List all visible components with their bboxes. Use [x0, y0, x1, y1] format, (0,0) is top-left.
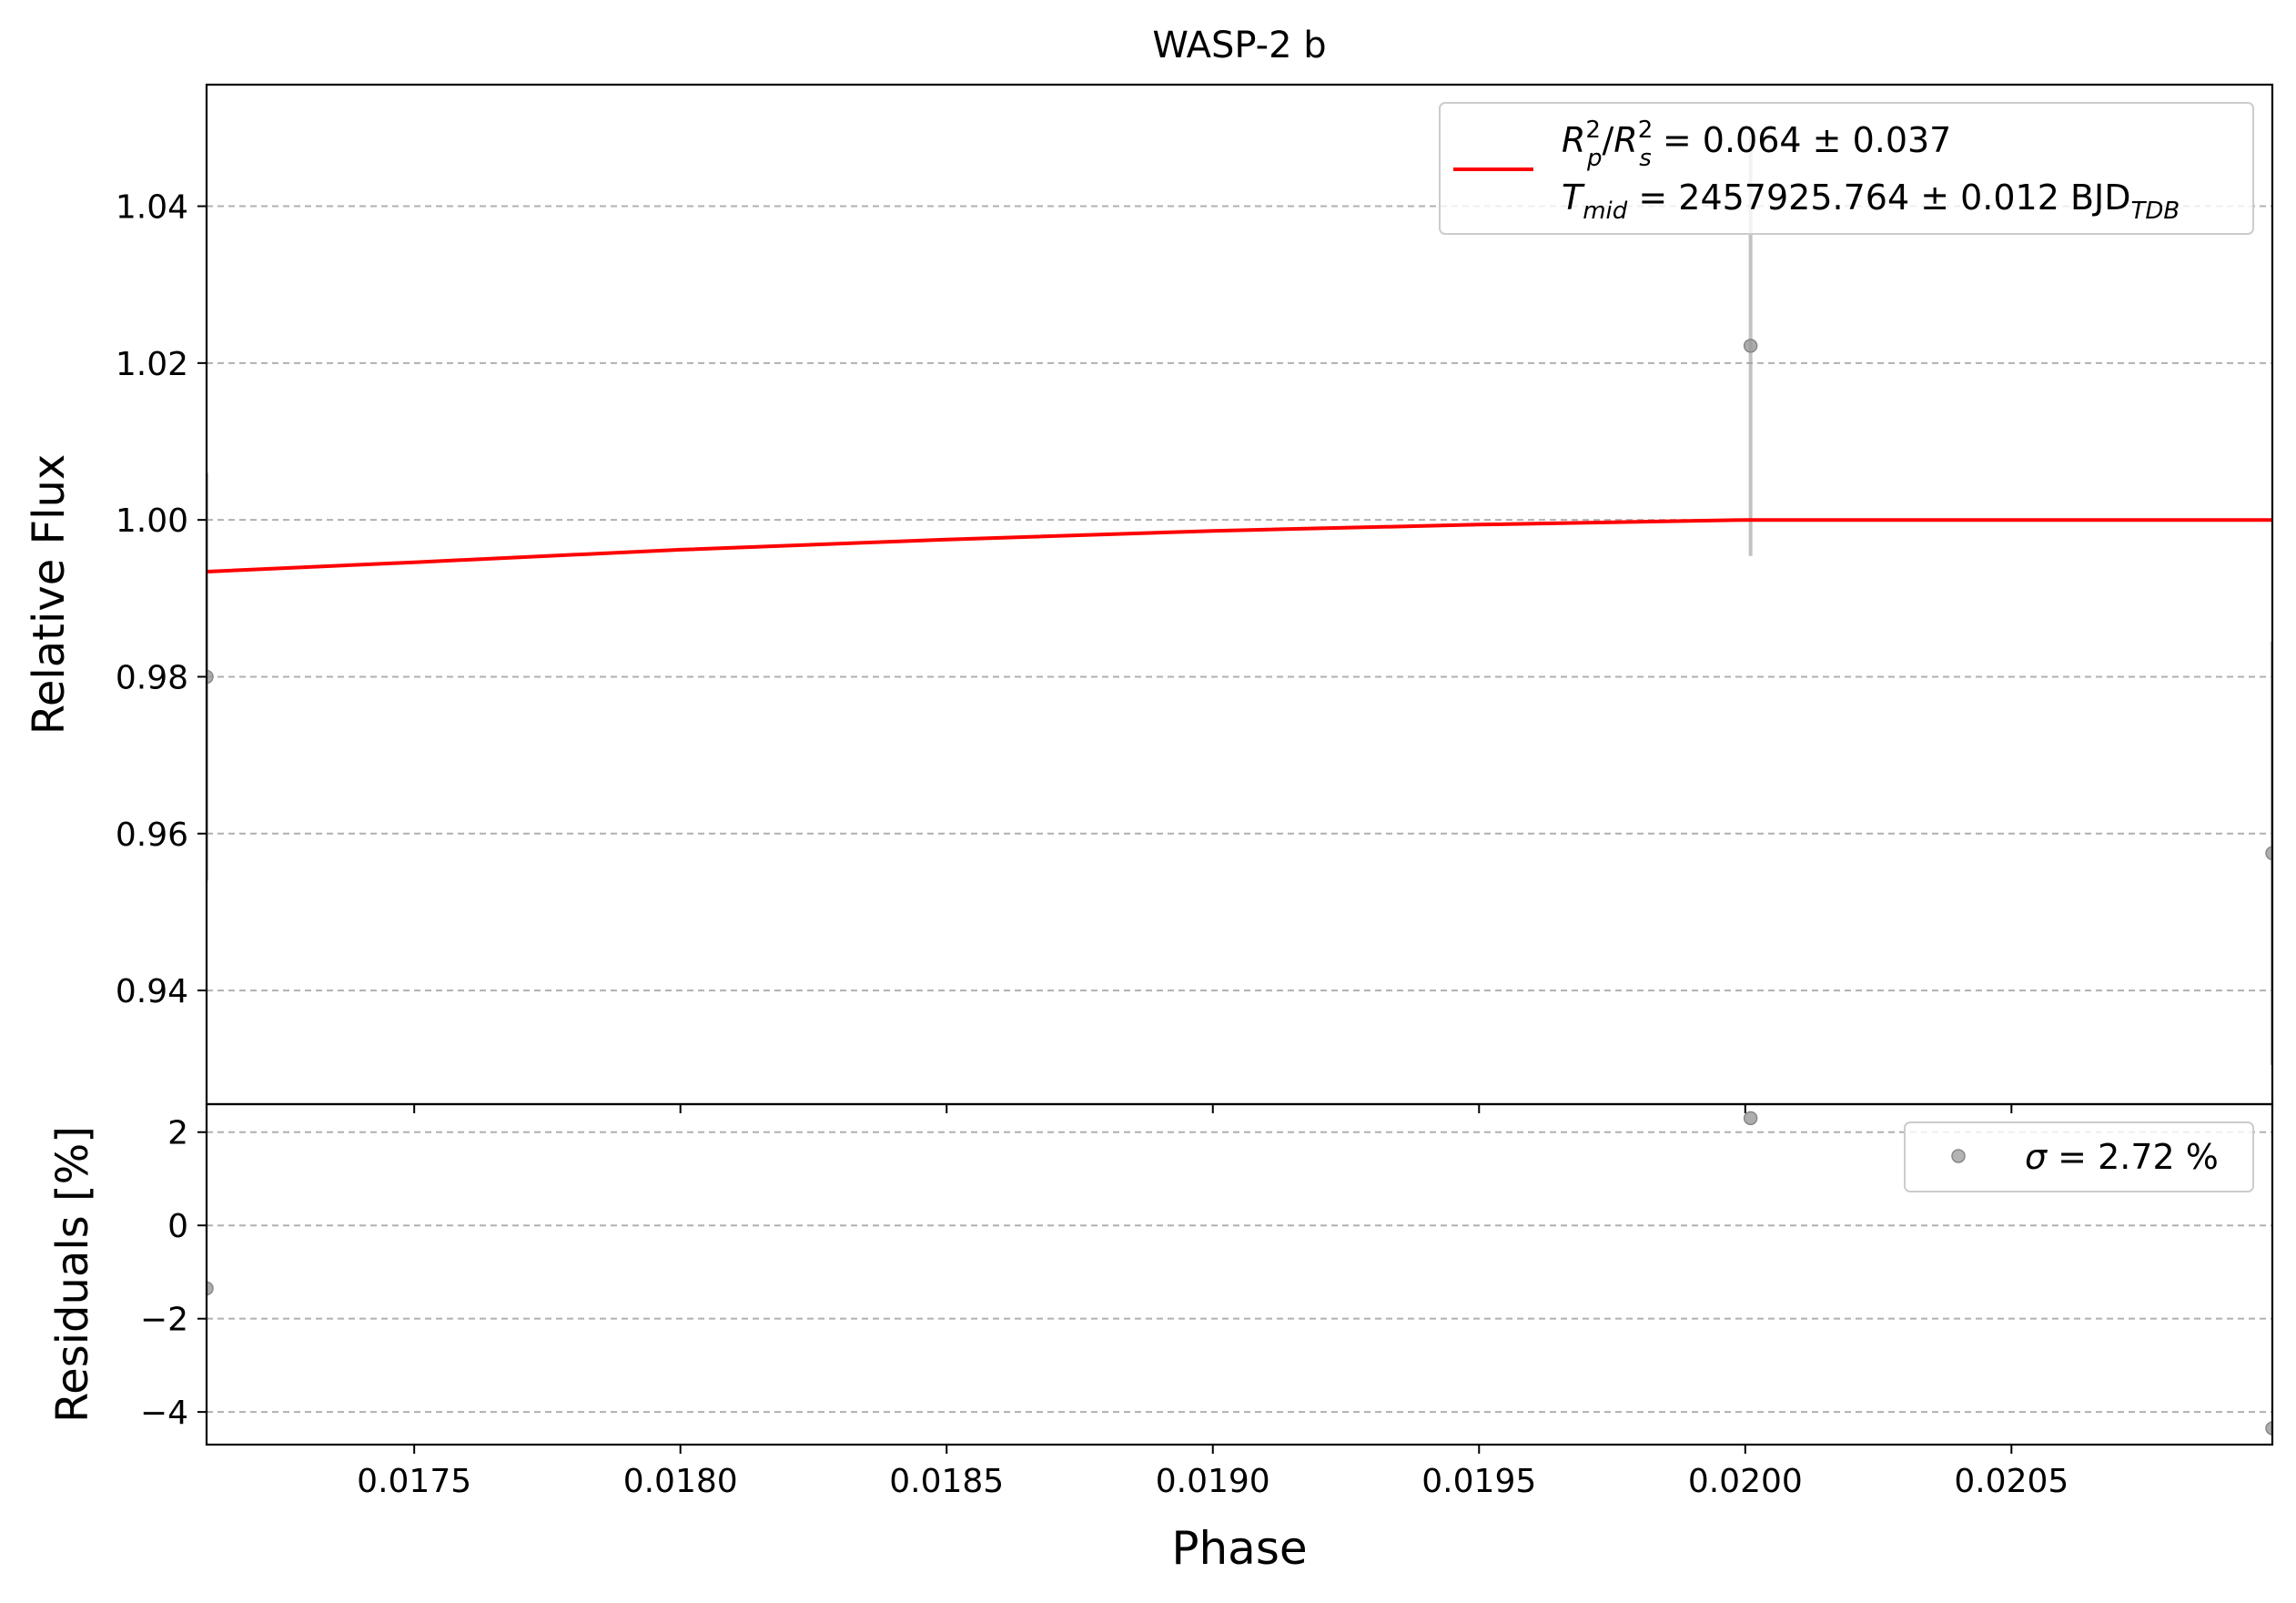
phase-x-tick-label: 0.0185 — [889, 1463, 1004, 1500]
flux-legend: R2 p/R2 s = 0.064 ± 0.037 Tmid = 2457925.7… — [1439, 102, 2254, 235]
residuals-data — [207, 1111, 2272, 1436]
phase-x-tick-label: 0.0180 — [623, 1463, 738, 1500]
phase-x-tick-label: 0.0205 — [1954, 1463, 2068, 1500]
residuals-legend: σ = 2.72 % — [1904, 1121, 2254, 1192]
flux-legend-depth-entry: R2 p/R2 s = 0.064 ± 0.037 — [1562, 117, 1951, 172]
residuals-legend-box — [1904, 1121, 2254, 1192]
flux-y-tick-label: 1.00 — [116, 502, 188, 540]
flux-data-point — [1743, 339, 1758, 353]
residuals-y-axis-label: Residuals [%] — [47, 1126, 98, 1423]
residual-data-point — [1743, 1111, 1758, 1126]
flux-y-tick-label: 1.04 — [116, 189, 188, 227]
chart-title: WASP-2 b — [1152, 25, 1326, 66]
phase-x-ticks: 0.0175 0.0180 0.0185 0.0190 0.0195 0.0200 0.02… — [357, 1445, 2068, 1500]
flux-data — [207, 136, 2272, 1065]
phase-x-tick-label: 0.0175 — [357, 1463, 471, 1500]
residuals-gridlines — [207, 1131, 2272, 1414]
flux-y-axis-label: Relative Flux — [24, 454, 75, 736]
flux-legend-tmid-entry: Tmid = 2457925.764 ± 0.012 BJDTDB — [1562, 178, 2180, 225]
flux-axes-frame — [205, 83, 2274, 1106]
phase-x-tick-label: 0.0195 — [1421, 1463, 1536, 1500]
flux-data-point — [207, 669, 214, 685]
flux-y-tick-label: 0.98 — [116, 659, 188, 696]
residuals-y-tick-label: −4 — [140, 1395, 188, 1432]
flux-y-tick-label: 0.96 — [116, 817, 188, 854]
residual-data-point — [2265, 1421, 2272, 1436]
flux-data-point — [2265, 846, 2272, 861]
phase-x-tick-label: 0.0200 — [1688, 1463, 1803, 1500]
flux-gridlines — [207, 205, 2272, 992]
phase-x-tick-label: 0.0190 — [1156, 1463, 1270, 1500]
flux-y-tick-label: 0.94 — [116, 973, 188, 1010]
phase-x-axis-label: Phase — [1171, 1522, 1307, 1575]
flux-panel: 0.94 0.96 0.98 1.00 1.02 1.04 Relative Flux R… — [24, 83, 2274, 1113]
flux-y-ticks: 0.94 0.96 0.98 1.00 1.02 1.04 — [116, 189, 2013, 1113]
residuals-legend-marker — [1951, 1149, 1966, 1163]
residual-data-point — [207, 1281, 214, 1296]
transit-model-line — [207, 518, 2272, 573]
residuals-y-tick-label: −2 — [140, 1302, 188, 1339]
residuals-axes-frame — [205, 1102, 2274, 1446]
residuals-panel: −4−202 0.0175 0.0180 0.0185 0.0190 0.0195 0.0… — [47, 1102, 2274, 1575]
flux-legend-box — [1439, 102, 2254, 235]
residuals-y-tick-label: 2 — [167, 1115, 188, 1152]
residuals-legend-entry: σ = 2.72 % — [2025, 1137, 2219, 1177]
residuals-y-ticks: −4 −2 0 2 — [140, 1115, 207, 1432]
flux-y-tick-label: 1.02 — [116, 346, 188, 383]
residuals-y-tick-label: 0 — [167, 1208, 188, 1245]
